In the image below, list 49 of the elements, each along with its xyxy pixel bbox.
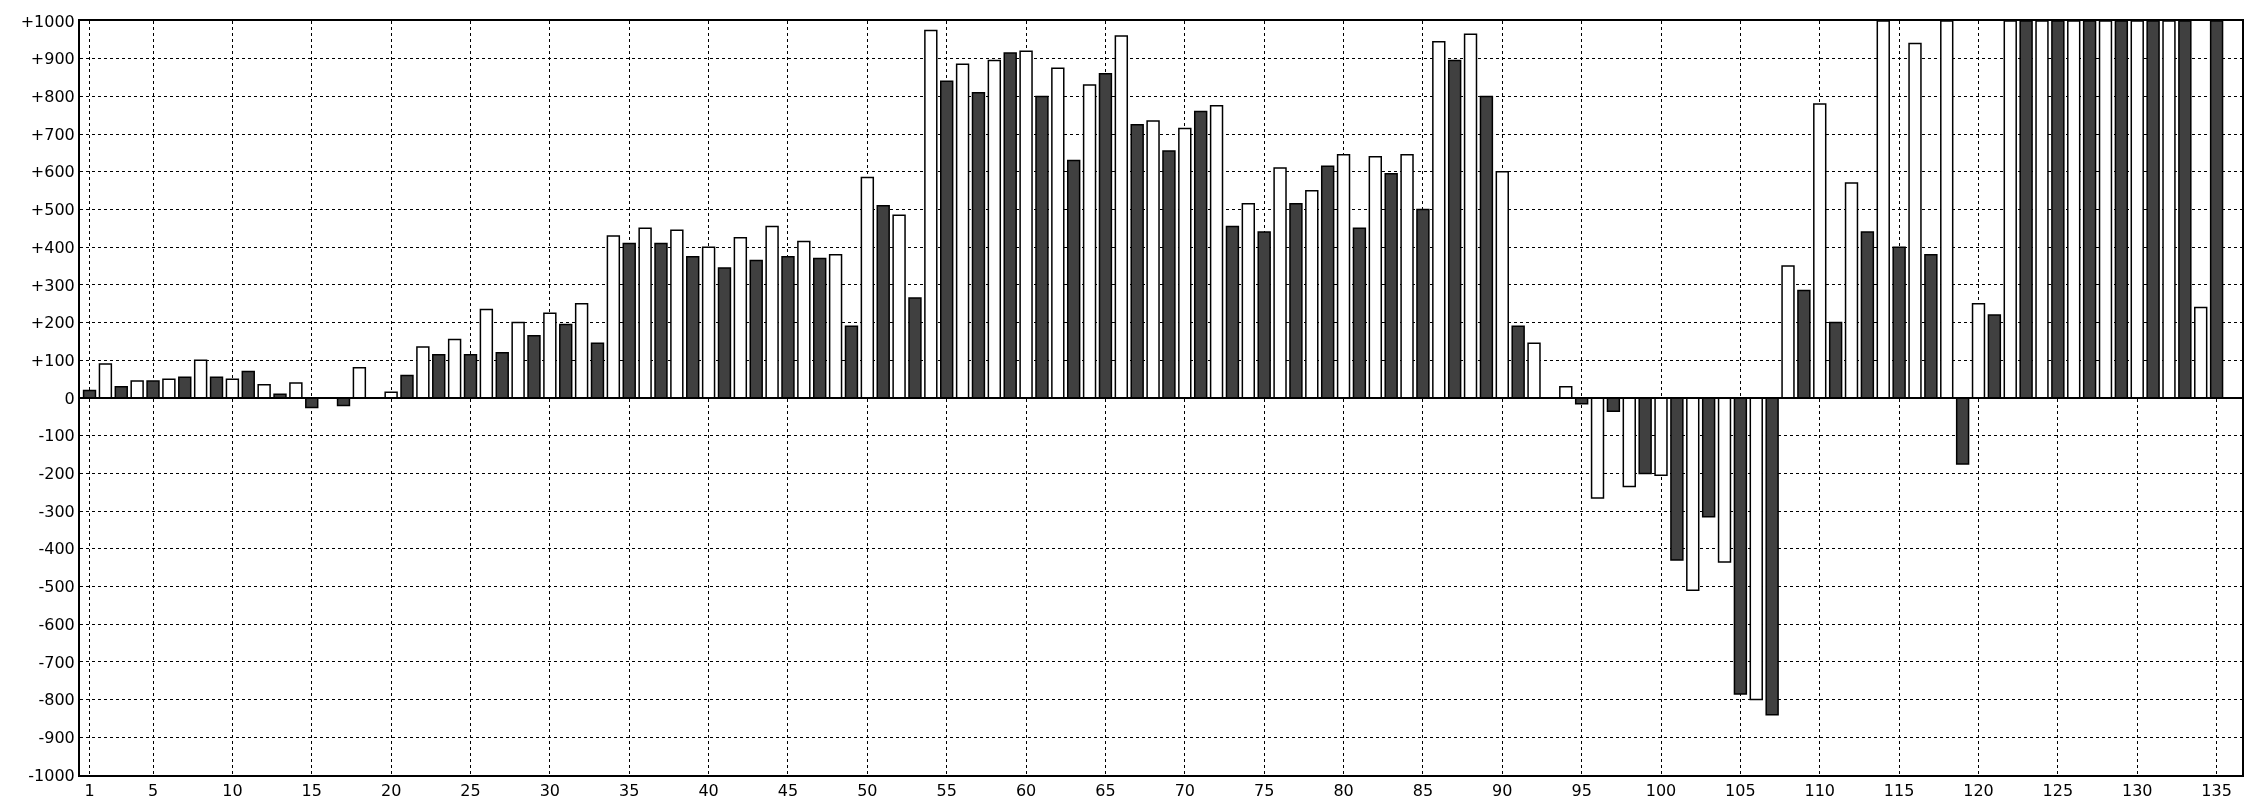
x-tick-label: 60 — [1015, 781, 1037, 801]
x-tick-label: 110 — [1804, 781, 1836, 801]
x-tick-label: 5 — [147, 781, 159, 801]
x-tick-label: 45 — [777, 781, 799, 801]
x-tick-label: 40 — [698, 781, 719, 801]
y-tick-label: 0 — [64, 388, 75, 408]
y-tick-label: -200 — [38, 464, 75, 483]
x-tick-label: 15 — [301, 781, 322, 801]
x-tick-label: 120 — [1963, 781, 1994, 801]
y-tick-label: +100 — [30, 350, 75, 370]
x-tick-label: 50 — [857, 781, 878, 801]
x-tick-label: 95 — [1571, 781, 1592, 801]
x-tick-label: 115 — [1883, 781, 1915, 801]
x-tick-label: 90 — [1492, 781, 1513, 801]
y-tick-label: +600 — [30, 162, 75, 182]
x-tick-label: 65 — [1095, 781, 1116, 801]
y-tick-label: -600 — [38, 614, 75, 634]
x-tick-label: 10 — [222, 781, 243, 801]
y-tick-label: -400 — [38, 539, 75, 559]
x-tick-label: 125 — [2042, 781, 2074, 801]
x-tick-label: 35 — [619, 781, 640, 801]
y-tick-label: +700 — [30, 124, 75, 144]
y-tick-label: -800 — [38, 690, 75, 710]
x-tick-label: 105 — [1725, 781, 1756, 801]
x-tick-label: 130 — [2121, 781, 2153, 801]
x-tick-label: 25 — [460, 781, 481, 801]
y-tick-label: -1000 — [28, 765, 75, 785]
y-tick-label: -700 — [38, 652, 75, 672]
y-tick-label: -100 — [38, 426, 75, 446]
y-tick-label: +800 — [30, 87, 75, 106]
y-tick-label: +900 — [30, 49, 75, 69]
y-tick-label: +1000 — [20, 11, 75, 31]
y-tick-label: +200 — [30, 313, 75, 333]
y-tick-label: -500 — [38, 577, 75, 597]
x-tick-label: 85 — [1412, 781, 1434, 801]
y-tick-label: +300 — [30, 275, 75, 295]
x-tick-label: 30 — [539, 781, 561, 801]
x-tick-label: 80 — [1333, 781, 1354, 801]
x-tick-label: 1 — [84, 781, 95, 801]
x-tick-label: 70 — [1174, 781, 1195, 801]
x-tick-label: 20 — [380, 781, 402, 801]
x-tick-label: 100 — [1645, 781, 1677, 801]
y-tick-label: +400 — [30, 237, 75, 257]
x-tick-label: 135 — [2201, 781, 2232, 801]
y-tick-label: +500 — [30, 200, 75, 220]
y-tick-label: -300 — [38, 501, 75, 521]
x-tick-label: 55 — [936, 781, 957, 801]
y-tick-label: -900 — [38, 727, 75, 747]
x-tick-label: 75 — [1254, 781, 1275, 801]
